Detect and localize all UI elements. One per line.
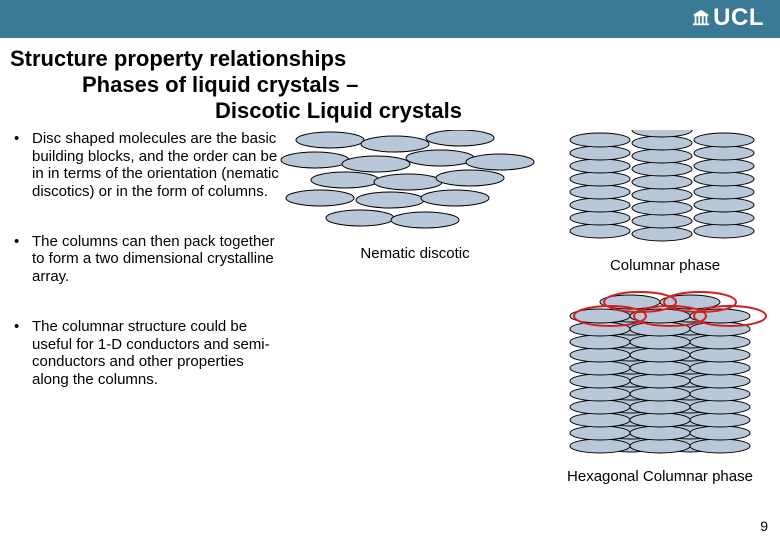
label-nematic: Nematic discotic [340, 245, 490, 262]
title-line-1: Structure property relationships [10, 46, 780, 72]
title-line-3: Discotic Liquid crystals [10, 98, 780, 124]
portico-icon [692, 9, 710, 27]
header-ribbon: UCL [0, 0, 780, 38]
title-line-2: Phases of liquid crystals – [10, 72, 780, 98]
brand-logo: UCL [692, 4, 764, 32]
brand-name: UCL [713, 4, 764, 32]
label-columnar: Columnar phase [575, 257, 755, 274]
diagram-svg [0, 130, 780, 500]
page-number: 9 [760, 518, 768, 534]
label-hex: Hexagonal Columnar phase [545, 468, 775, 485]
slide-title: Structure property relationships Phases … [0, 38, 780, 130]
